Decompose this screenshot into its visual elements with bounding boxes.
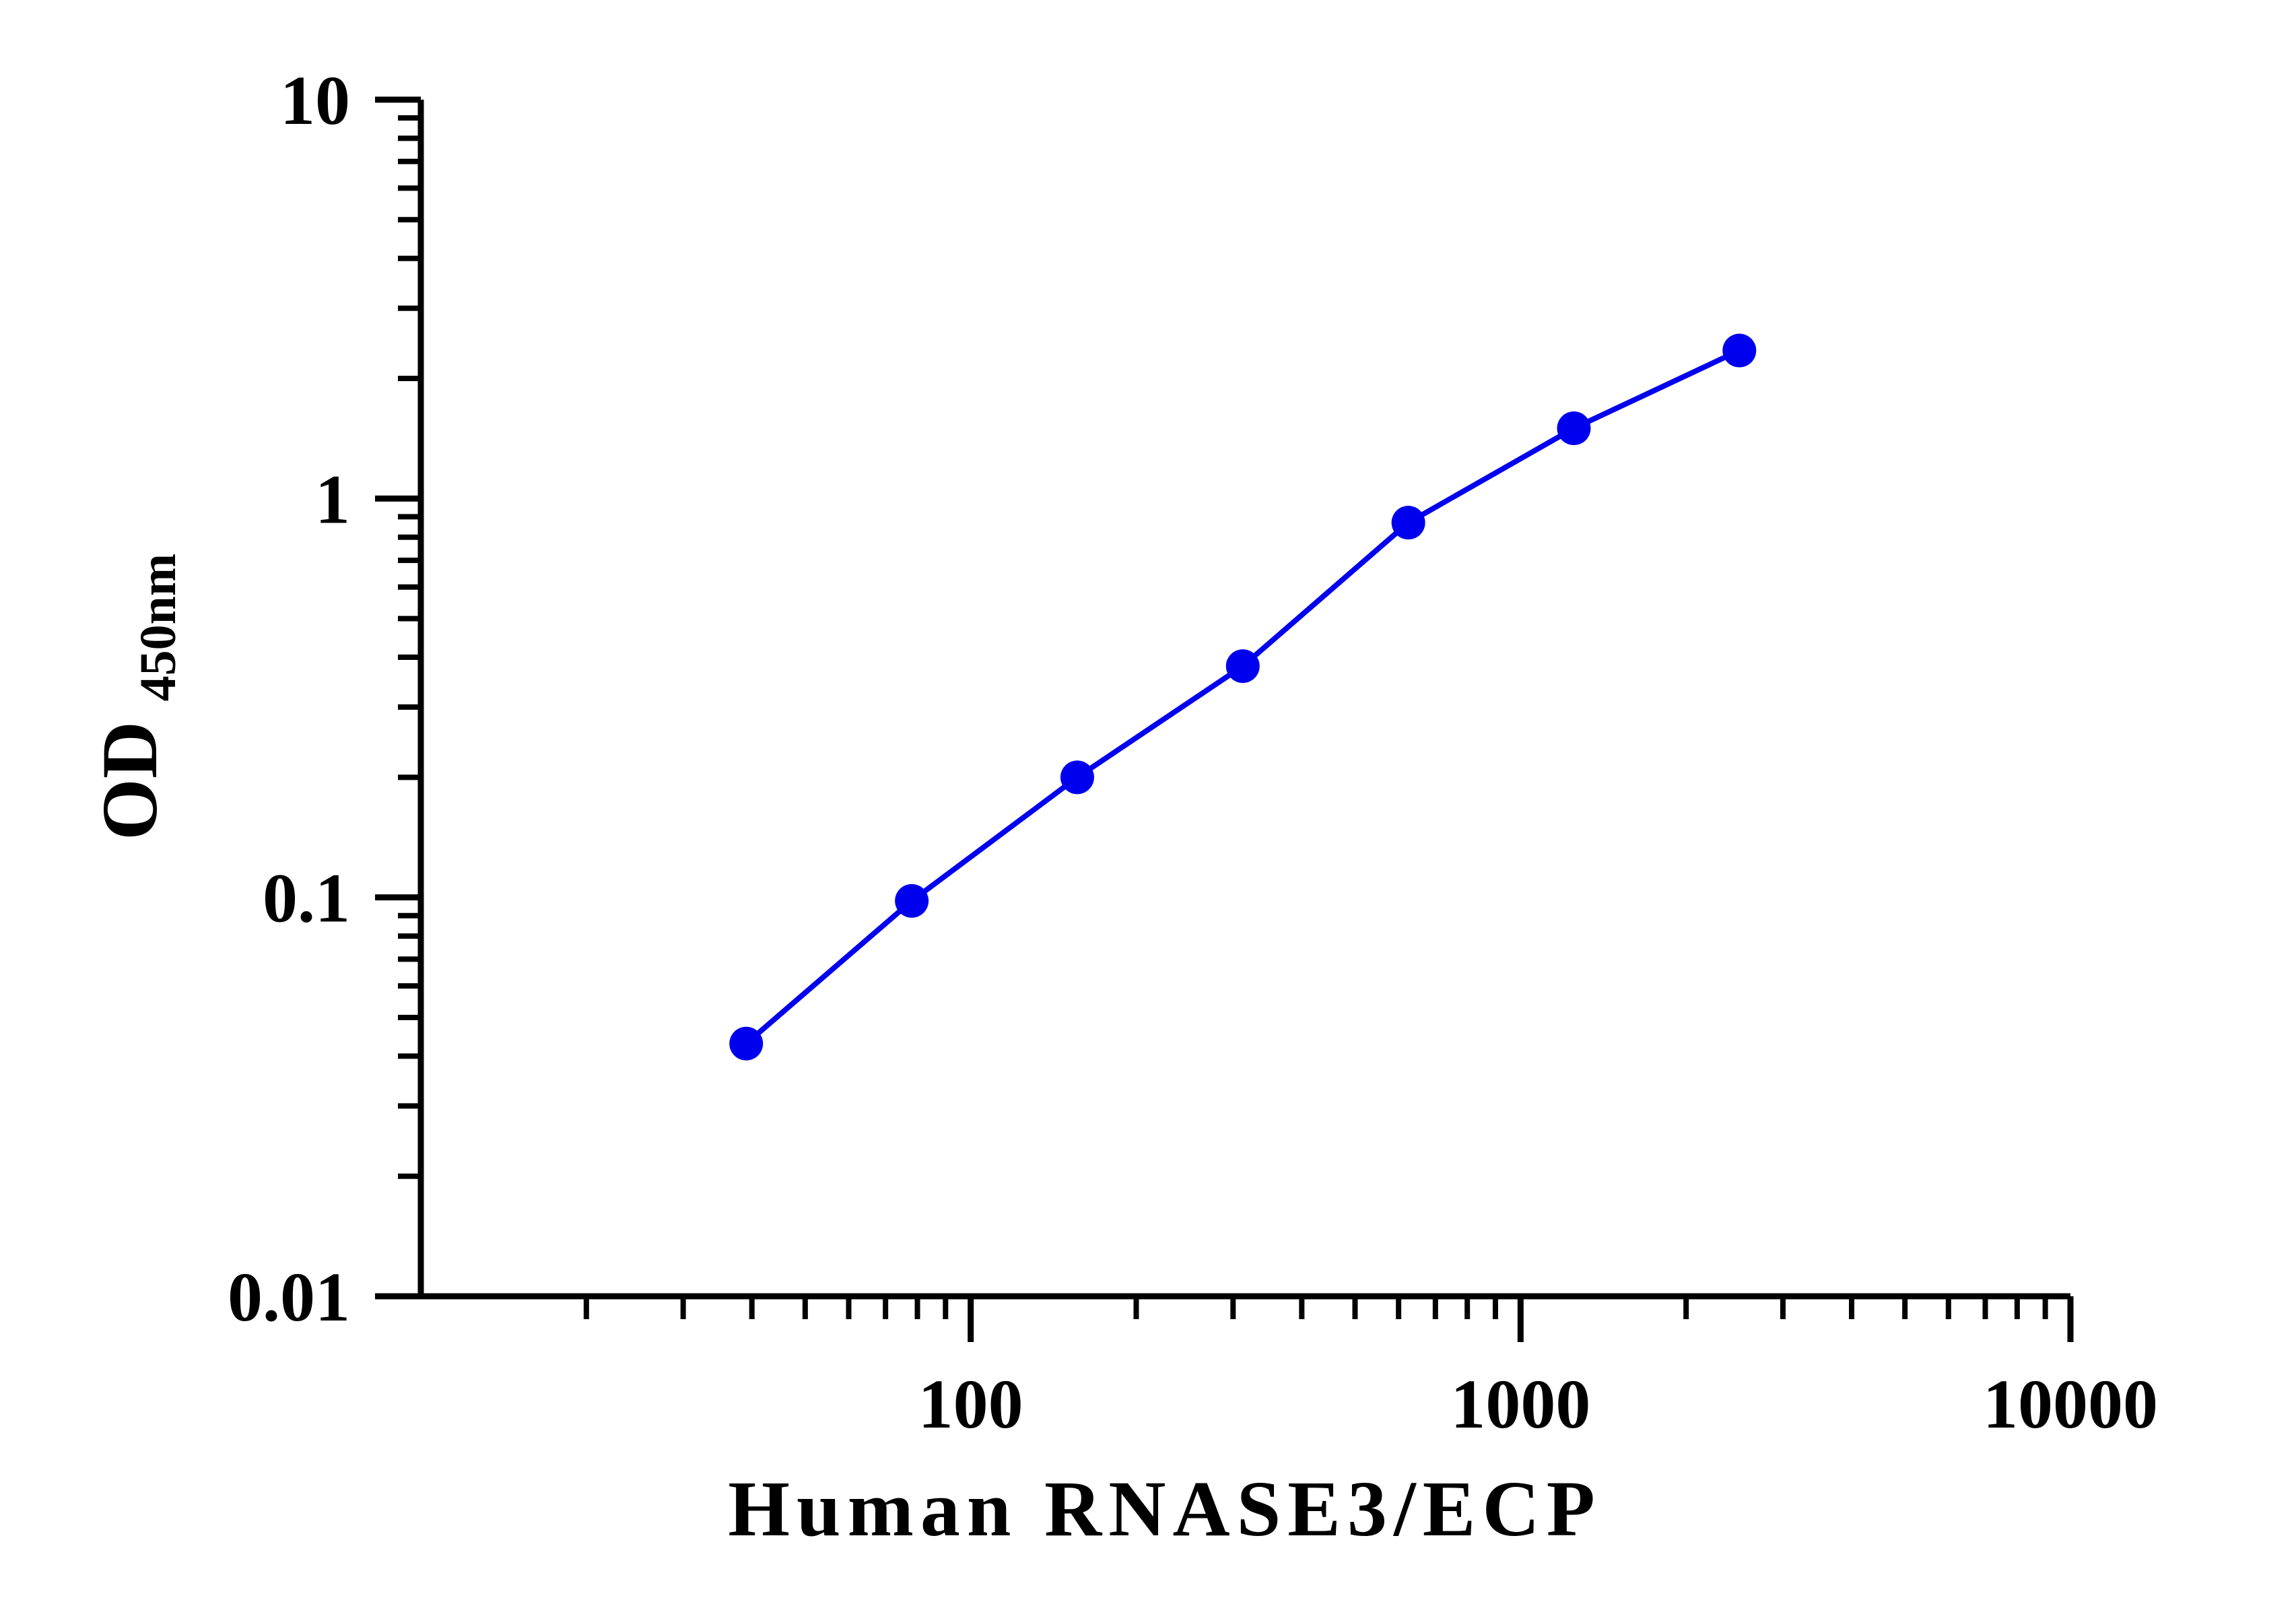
x-tick-label: 1000 — [1450, 1366, 1590, 1443]
y-axis-title: OD 450nm — [86, 554, 187, 840]
data-point — [895, 883, 929, 918]
y-tick-label: 0.1 — [263, 860, 350, 937]
series-line — [744, 347, 1741, 1046]
data-point — [1060, 760, 1094, 795]
ticks — [375, 96, 2074, 1342]
x-tick-label: 10000 — [1983, 1366, 2158, 1443]
x-tick-label: 100 — [918, 1366, 1023, 1443]
data-point — [1225, 649, 1260, 683]
y-tick-label: 0.01 — [228, 1259, 350, 1336]
x-axis-title: Human RNASE3/ECP — [728, 1465, 1602, 1553]
tick-labels: 0.01 0.1 1 10 100 1000 10000 — [228, 62, 2158, 1443]
axes — [417, 100, 2070, 1300]
y-axis-title-main: OD — [86, 721, 174, 840]
y-tick-label: 1 — [315, 461, 350, 538]
series — [729, 333, 1757, 1061]
data-point — [1557, 411, 1591, 446]
data-point — [1391, 506, 1425, 540]
data-point — [1722, 333, 1757, 368]
y-axis-title-subscript: 450nm — [130, 554, 187, 702]
data-point — [729, 1026, 764, 1061]
y-tick-label: 10 — [280, 62, 350, 139]
